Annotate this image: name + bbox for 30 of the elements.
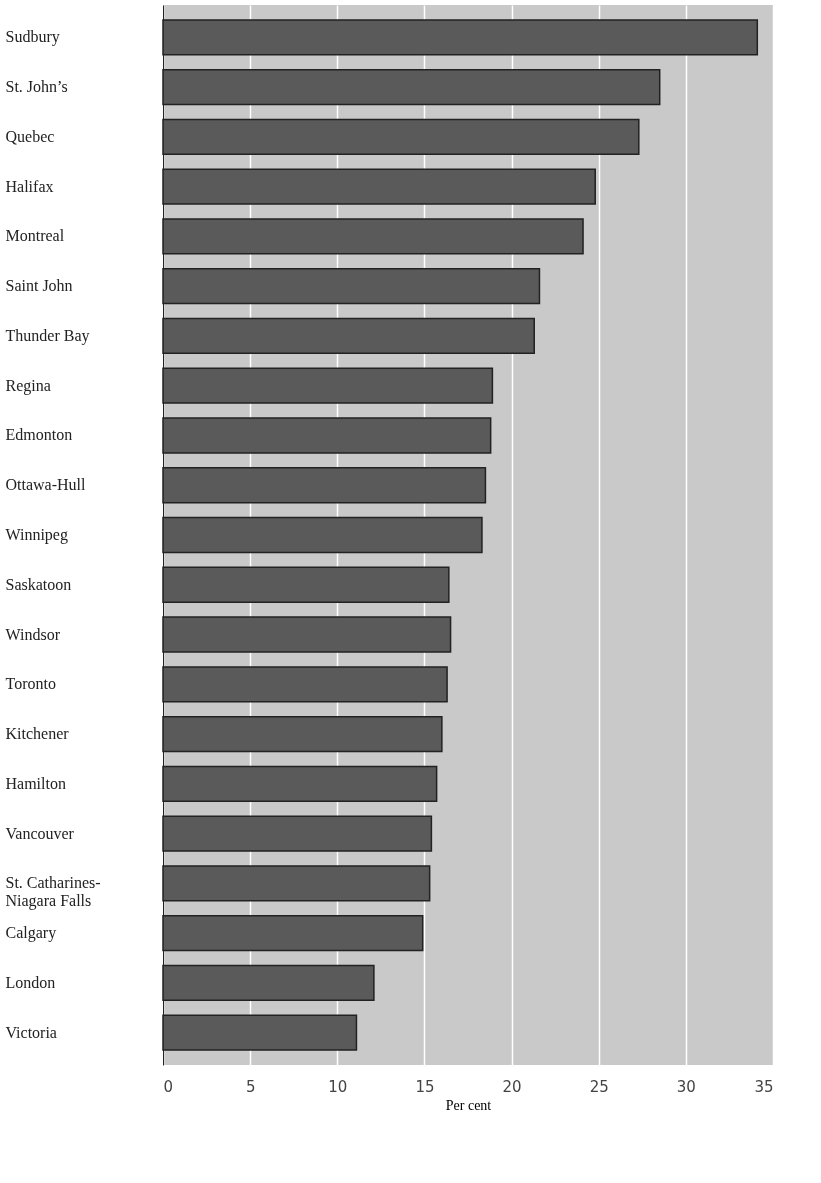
y-tick-label: Vancouver [5,824,75,842]
y-tick-label: Quebec [5,127,55,145]
x-tick-label: 25 [589,1077,609,1096]
y-tick-label: Regina [5,376,51,395]
y-tick-label: Kitchener [5,725,70,743]
y-tick-label: Sudbury [5,28,60,47]
x-tick-label: 15 [415,1077,435,1096]
y-tick-label: Saskatoon [5,575,72,593]
y-tick-label: Toronto [5,675,56,693]
x-tick-label: 0 [163,1077,174,1096]
x-tick-label: 10 [328,1077,348,1096]
y-tick-label: Victoria [5,1023,57,1041]
x-tick-label: 20 [502,1077,522,1096]
y-tick-label: Saint John [5,277,73,295]
x-tick-label: 30 [676,1077,696,1096]
y-tick-label: Winnipeg [5,526,68,544]
y-tick-label: Montreal [5,227,65,245]
y-tick-label: Thunder Bay [5,326,90,345]
y-tick-label: Windsor [5,625,61,643]
y-tick-label: Halifax [5,177,54,195]
y-tick-label: Ottawa-Hull [5,476,87,494]
x-tick-label: 35 [754,1077,774,1096]
y-tick-label: Edmonton [5,426,73,444]
y-tick-label: London [5,973,56,991]
y-tick-label: Calgary [5,924,57,943]
y-tick-label: St. John’s [5,78,68,96]
y-tick-label: St. Catharines- Niagara Falls [5,874,101,911]
x-axis-title: Per cent [445,1097,492,1113]
x-tick-label: 5 [245,1077,256,1096]
y-tick-label: Hamilton [5,774,66,792]
